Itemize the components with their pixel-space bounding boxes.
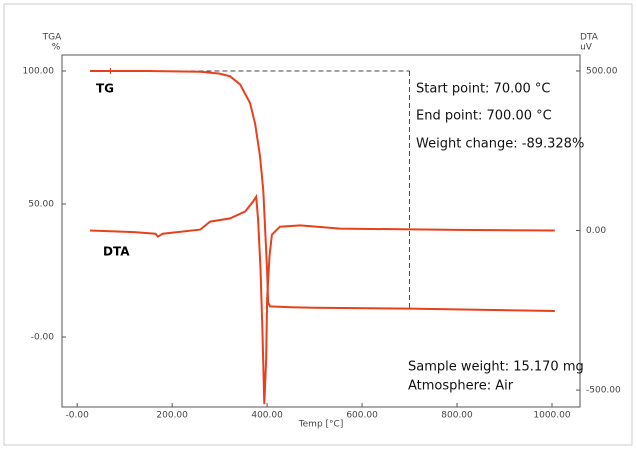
annotation: Weight change: -89.328% — [416, 137, 584, 152]
series-label: DTA — [103, 245, 130, 259]
annotation: End point: 700.00 °C — [416, 109, 552, 124]
y-tick-label: 50.00 — [28, 199, 54, 209]
series-line — [89, 193, 555, 405]
y-axis-unit: % — [52, 43, 61, 53]
y2-tick-label: 500.00 — [586, 66, 618, 76]
outer-frame — [3, 3, 633, 446]
x-tick-label: 400.00 — [251, 411, 283, 421]
y2-tick-label: -500.00 — [586, 386, 621, 396]
x-tick-label: 600.00 — [346, 411, 378, 421]
x-tick-label: 1000.00 — [533, 411, 570, 421]
y2-axis-unit: uV — [580, 43, 593, 53]
x-tick-label: 200.00 — [156, 411, 188, 421]
y2-tick-label: 0.00 — [586, 226, 606, 236]
annotation: Sample weight: 15.170 mg — [408, 360, 584, 375]
annotation: Start point: 70.00 °C — [416, 82, 550, 97]
series-line — [90, 70, 555, 312]
y-tick-label: 100.00 — [23, 66, 55, 76]
y2-axis-label: DTA — [580, 33, 599, 43]
annotation: Atmosphere: Air — [408, 379, 514, 394]
x-tick-label: -0.00 — [66, 411, 90, 421]
series-label: TG — [96, 82, 114, 96]
x-tick-label: 800.00 — [441, 411, 473, 421]
y-tick-label: -0.00 — [31, 333, 55, 343]
y-axis-label: TGA — [42, 33, 62, 43]
x-axis-label: Temp [°C] — [298, 420, 344, 430]
